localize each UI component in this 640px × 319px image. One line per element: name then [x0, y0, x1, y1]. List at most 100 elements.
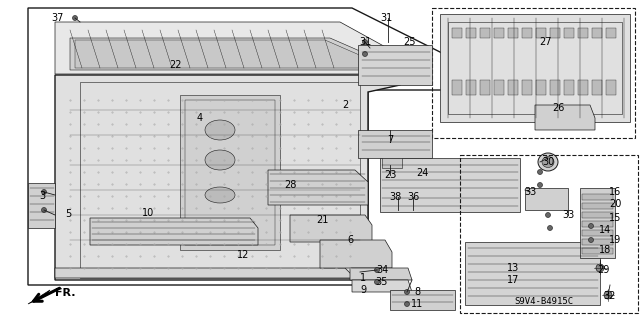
Ellipse shape	[604, 291, 612, 299]
Text: 37: 37	[52, 13, 64, 23]
Polygon shape	[582, 203, 613, 209]
Ellipse shape	[205, 187, 235, 203]
Text: 17: 17	[507, 275, 519, 285]
Text: 33: 33	[524, 187, 536, 197]
Polygon shape	[564, 28, 574, 38]
Text: 27: 27	[539, 37, 551, 47]
Ellipse shape	[545, 212, 550, 218]
Polygon shape	[200, 88, 218, 112]
Polygon shape	[508, 80, 518, 95]
Text: 3: 3	[39, 191, 45, 201]
Text: 7: 7	[387, 135, 393, 145]
Polygon shape	[582, 221, 613, 227]
Text: 18: 18	[599, 245, 611, 255]
Text: 30: 30	[542, 157, 554, 167]
Polygon shape	[358, 130, 432, 158]
Bar	[432, 8, 635, 138]
Polygon shape	[550, 80, 560, 95]
Ellipse shape	[42, 189, 47, 195]
Polygon shape	[606, 80, 616, 95]
Ellipse shape	[404, 301, 410, 307]
Polygon shape	[185, 80, 295, 120]
Text: 2: 2	[342, 100, 348, 110]
Polygon shape	[582, 194, 613, 200]
Polygon shape	[452, 28, 462, 38]
Text: 31: 31	[380, 13, 392, 23]
Text: 36: 36	[407, 192, 419, 202]
Polygon shape	[28, 290, 50, 304]
Ellipse shape	[404, 290, 410, 294]
Polygon shape	[250, 88, 268, 112]
Polygon shape	[90, 218, 258, 245]
Polygon shape	[578, 80, 588, 95]
Text: 11: 11	[411, 299, 423, 309]
Polygon shape	[494, 28, 504, 38]
Polygon shape	[352, 280, 412, 292]
Polygon shape	[440, 14, 630, 122]
Polygon shape	[180, 95, 280, 250]
Ellipse shape	[362, 40, 367, 44]
Text: FR.: FR.	[55, 288, 76, 298]
Polygon shape	[55, 22, 400, 74]
Polygon shape	[535, 105, 595, 130]
Ellipse shape	[538, 169, 543, 174]
Polygon shape	[28, 183, 55, 228]
Text: 1: 1	[360, 273, 366, 283]
Text: 20: 20	[609, 199, 621, 209]
Polygon shape	[550, 28, 560, 38]
Text: 4: 4	[197, 113, 203, 123]
Text: 9: 9	[360, 285, 366, 295]
Polygon shape	[580, 188, 615, 258]
Text: 6: 6	[347, 235, 353, 245]
Text: S9V4-B4915C: S9V4-B4915C	[515, 298, 573, 307]
Text: 14: 14	[599, 225, 611, 235]
Polygon shape	[55, 75, 400, 280]
Ellipse shape	[205, 150, 235, 170]
Text: 21: 21	[316, 215, 328, 225]
Text: 38: 38	[389, 192, 401, 202]
Polygon shape	[466, 28, 476, 38]
Polygon shape	[522, 80, 532, 95]
Text: 33: 33	[562, 210, 574, 220]
Ellipse shape	[596, 264, 604, 272]
Text: 13: 13	[507, 263, 519, 273]
Polygon shape	[320, 240, 392, 268]
Polygon shape	[536, 80, 546, 95]
Text: 32: 32	[603, 291, 615, 301]
Polygon shape	[592, 80, 602, 95]
Polygon shape	[225, 88, 243, 112]
Text: 29: 29	[597, 265, 609, 275]
Polygon shape	[582, 239, 613, 245]
Text: 12: 12	[237, 250, 249, 260]
Polygon shape	[508, 28, 518, 38]
Polygon shape	[466, 80, 476, 95]
Polygon shape	[358, 45, 432, 85]
Text: 25: 25	[404, 37, 416, 47]
Polygon shape	[564, 80, 574, 95]
Polygon shape	[582, 230, 613, 236]
Polygon shape	[522, 28, 532, 38]
Ellipse shape	[542, 157, 554, 167]
Polygon shape	[380, 158, 520, 212]
Ellipse shape	[589, 224, 593, 228]
Polygon shape	[290, 215, 372, 242]
Ellipse shape	[547, 226, 552, 231]
Ellipse shape	[42, 207, 47, 212]
Polygon shape	[465, 242, 600, 305]
Polygon shape	[582, 212, 613, 218]
Ellipse shape	[374, 279, 380, 285]
Polygon shape	[536, 28, 546, 38]
Polygon shape	[525, 188, 568, 210]
Ellipse shape	[538, 153, 558, 171]
Ellipse shape	[362, 51, 367, 56]
Ellipse shape	[205, 120, 235, 140]
Text: 23: 23	[384, 170, 396, 180]
Text: 8: 8	[414, 287, 420, 297]
Text: 5: 5	[65, 209, 71, 219]
Polygon shape	[382, 158, 402, 168]
Polygon shape	[582, 248, 613, 254]
Text: 28: 28	[284, 180, 296, 190]
Text: 16: 16	[609, 187, 621, 197]
Ellipse shape	[589, 238, 593, 242]
Polygon shape	[55, 268, 355, 278]
